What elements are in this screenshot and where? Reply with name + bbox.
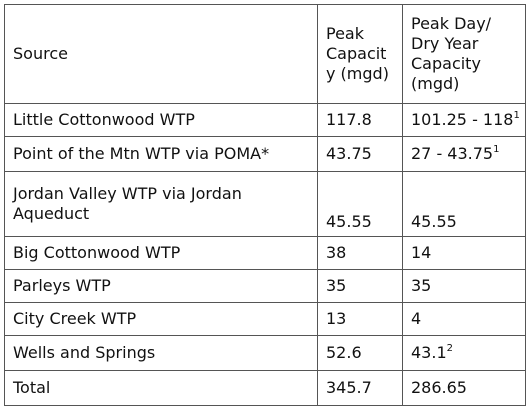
- table-row: Little Cottonwood WTP 117.8 101.25 - 118…: [4, 103, 526, 137]
- dry-year-value: 4: [411, 309, 422, 328]
- peak-capacity-cell: 45.55: [317, 171, 403, 237]
- dry-year-capacity-cell: 43.12: [402, 335, 526, 371]
- header-peak-day-dry-year-capacity: Peak Day/ Dry Year Capacity (mgd): [402, 4, 526, 104]
- table-row: Wells and Springs 52.6 43.12: [4, 335, 526, 371]
- source-cell: Big Cottonwood WTP: [4, 236, 318, 270]
- table-row: Big Cottonwood WTP 38 14: [4, 236, 526, 270]
- table-row: City Creek WTP 13 4: [4, 302, 526, 336]
- footnote-marker: 2: [446, 342, 453, 354]
- header-peak-capacity: Peak Capacit y (mgd): [317, 4, 403, 104]
- source-cell: Wells and Springs: [4, 335, 318, 371]
- peak-capacity-cell: 43.75: [317, 136, 403, 172]
- dry-year-value: 101.25 - 118: [411, 110, 514, 129]
- dry-year-value: 45.55: [411, 212, 457, 231]
- dry-year-capacity-cell: 101.25 - 1181: [402, 103, 526, 137]
- source-cell: Point of the Mtn WTP via POMA*: [4, 136, 318, 172]
- dry-year-capacity-cell: 35: [402, 269, 526, 303]
- table-total-row: Total 345.7 286.65: [4, 370, 526, 406]
- footnote-marker: 1: [513, 109, 520, 121]
- total-dry-year-capacity-cell: 286.65: [402, 370, 526, 406]
- dry-year-value: 43.1: [411, 343, 447, 362]
- peak-capacity-cell: 117.8: [317, 103, 403, 137]
- peak-capacity-cell: 38: [317, 236, 403, 270]
- dry-year-capacity-cell: 4: [402, 302, 526, 336]
- peak-capacity-cell: 35: [317, 269, 403, 303]
- peak-capacity-cell: 52.6: [317, 335, 403, 371]
- dry-year-value: 14: [411, 243, 432, 262]
- dry-year-value: 286.65: [411, 378, 467, 397]
- source-cell: Parleys WTP: [4, 269, 318, 303]
- source-cell: City Creek WTP: [4, 302, 318, 336]
- dry-year-value: 35: [411, 276, 432, 295]
- peak-capacity-cell: 13: [317, 302, 403, 336]
- table-row: Parleys WTP 35 35: [4, 269, 526, 303]
- total-peak-capacity-cell: 345.7: [317, 370, 403, 406]
- dry-year-capacity-cell: 45.55: [402, 171, 526, 237]
- table-row: Jordan Valley WTP via Jordan Aqueduct 45…: [4, 171, 526, 237]
- total-label-cell: Total: [4, 370, 318, 406]
- header-source: Source: [4, 4, 318, 104]
- dry-year-capacity-cell: 27 - 43.751: [402, 136, 526, 172]
- footnote-marker: 1: [493, 143, 500, 155]
- table-row: Point of the Mtn WTP via POMA* 43.75 27 …: [4, 136, 526, 172]
- table-header-row: Source Peak Capacit y (mgd) Peak Day/ Dr…: [4, 4, 526, 104]
- source-cell: Jordan Valley WTP via Jordan Aqueduct: [4, 171, 318, 237]
- dry-year-value: 27 - 43.75: [411, 144, 494, 163]
- water-capacity-table: Source Peak Capacit y (mgd) Peak Day/ Dr…: [4, 4, 526, 406]
- source-cell: Little Cottonwood WTP: [4, 103, 318, 137]
- dry-year-capacity-cell: 14: [402, 236, 526, 270]
